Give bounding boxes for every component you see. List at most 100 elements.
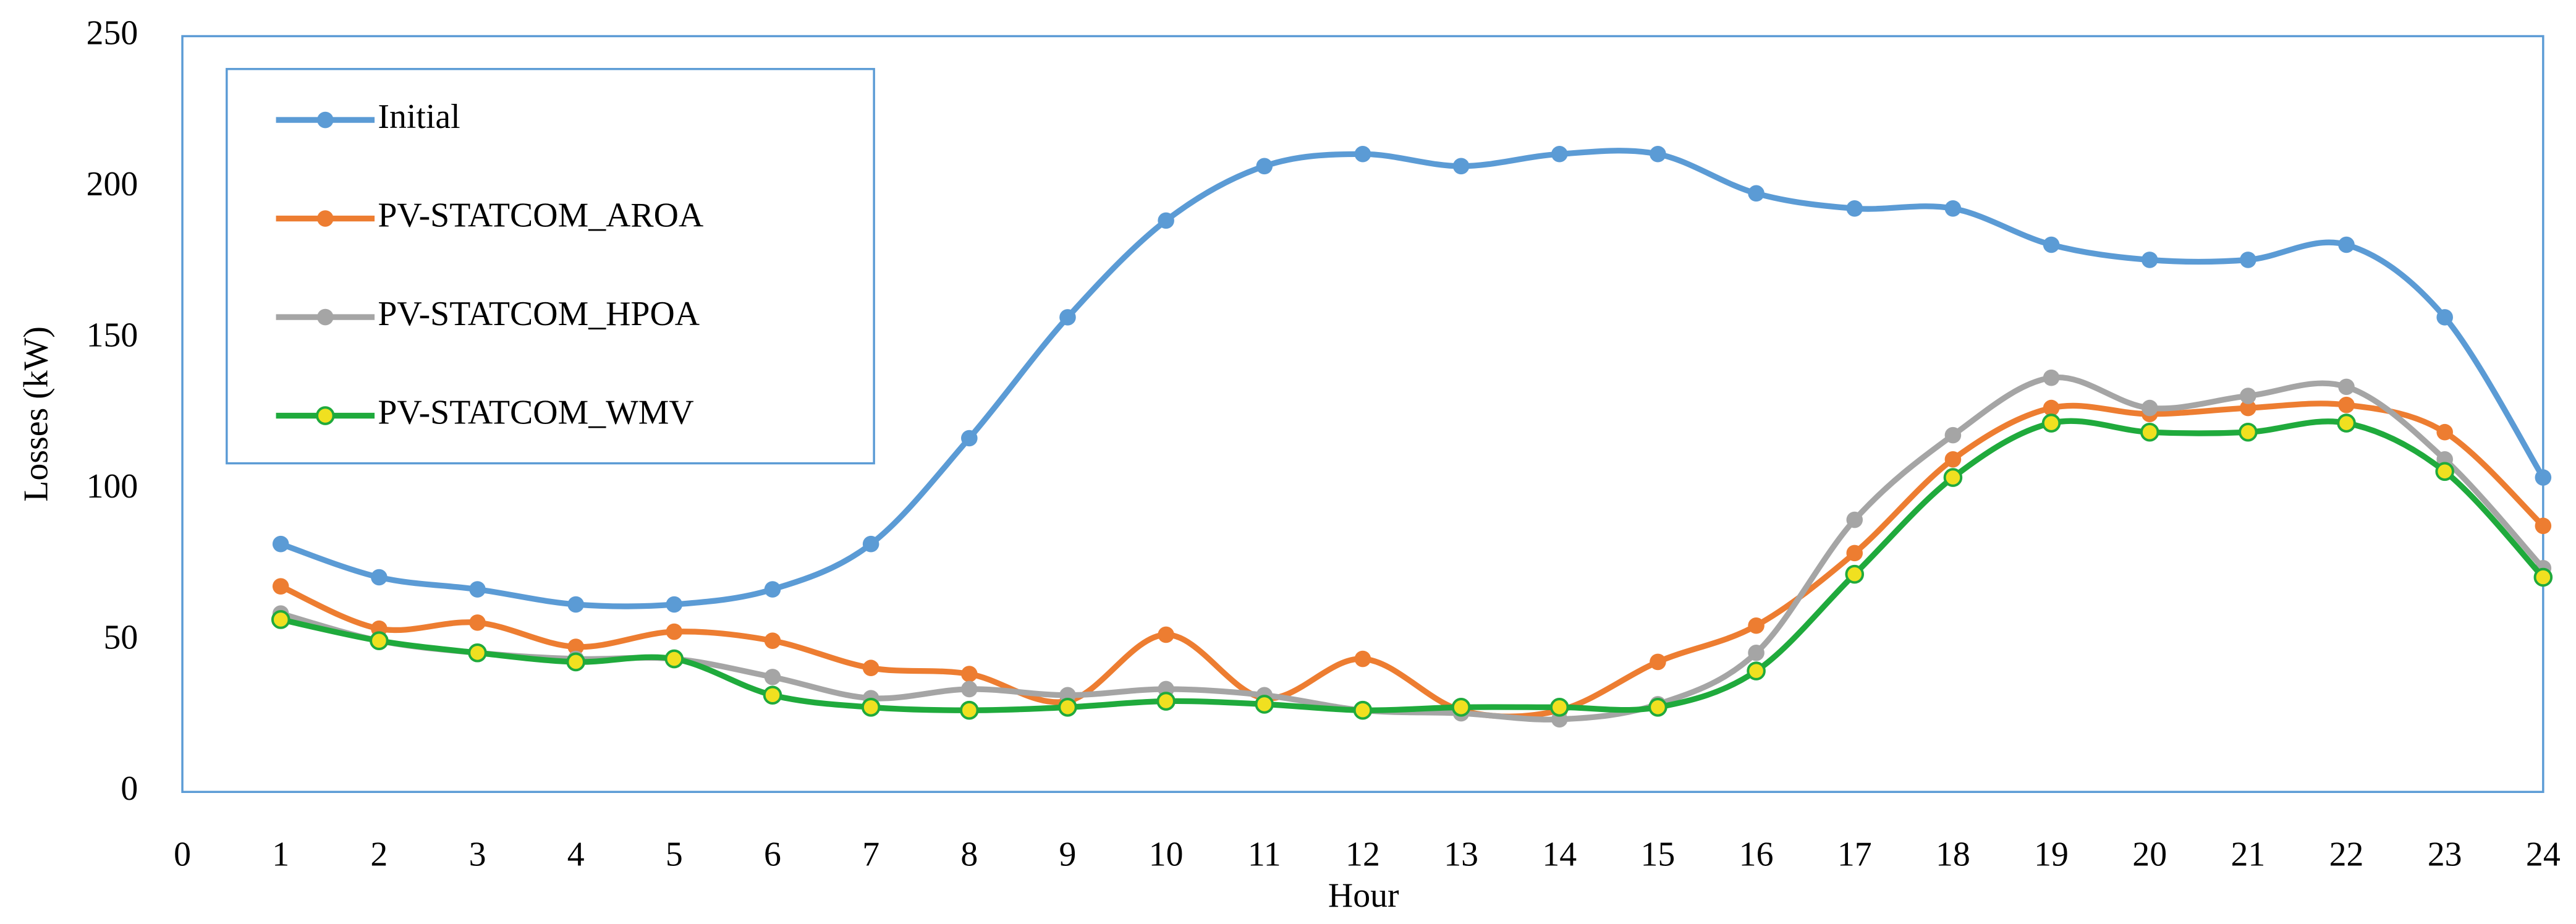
x-tick-label: 0 — [174, 835, 191, 873]
data-point — [2338, 378, 2355, 396]
plot-frame — [181, 35, 2544, 793]
x-axis-label: Hour — [1328, 876, 1399, 915]
x-tick-label: 15 — [1641, 835, 1676, 873]
x-tick-label: 21 — [2231, 835, 2265, 873]
data-point — [567, 638, 584, 655]
data-point — [2140, 422, 2159, 442]
y-tick-label: 150 — [87, 316, 138, 354]
data-point — [2240, 399, 2256, 417]
data-point — [370, 631, 389, 650]
legend-box — [226, 67, 875, 465]
data-point — [2141, 252, 2158, 268]
data-point — [2240, 252, 2256, 268]
x-tick-label: 16 — [1739, 835, 1774, 873]
y-axis-label: Losses (kW) — [17, 326, 56, 502]
data-point — [1748, 185, 1765, 202]
data-point — [1944, 200, 1962, 217]
data-point — [1354, 145, 1371, 163]
data-point — [763, 685, 782, 705]
legend-label: PV-STATCOM_AROA — [378, 196, 703, 234]
data-point — [1549, 698, 1569, 717]
data-point — [1158, 626, 1174, 643]
data-point — [2239, 422, 2258, 442]
data-point — [1748, 644, 1765, 661]
data-point — [1846, 511, 1863, 528]
data-point — [764, 581, 781, 598]
data-point — [2535, 517, 2552, 535]
x-tick-label: 20 — [2132, 835, 2167, 873]
x-tick-label: 22 — [2329, 835, 2364, 873]
data-point — [862, 535, 879, 553]
data-point — [1156, 692, 1176, 711]
data-point — [271, 610, 290, 629]
data-point — [2141, 399, 2158, 417]
data-point — [961, 430, 978, 447]
data-point — [666, 596, 683, 613]
x-tick-label: 8 — [960, 835, 978, 873]
data-point — [1846, 200, 1863, 217]
x-tick-label: 12 — [1345, 835, 1380, 873]
x-tick-label: 10 — [1149, 835, 1184, 873]
y-tick-label: 250 — [87, 14, 138, 52]
legend-label: PV-STATCOM_HPOA — [378, 295, 700, 333]
data-point — [1748, 617, 1765, 634]
legend-marker — [317, 210, 334, 227]
data-point — [1058, 698, 1077, 717]
y-tick-label: 100 — [87, 467, 138, 506]
data-point — [1354, 650, 1371, 668]
data-point — [666, 623, 683, 640]
data-point — [1944, 426, 1962, 444]
series-line — [280, 418, 2546, 713]
data-point — [272, 578, 289, 595]
x-tick-label: 5 — [666, 835, 683, 873]
x-tick-label: 13 — [1444, 835, 1478, 873]
data-point — [371, 569, 388, 586]
data-point — [2338, 236, 2355, 253]
data-point — [1846, 545, 1863, 562]
data-point — [469, 614, 486, 631]
data-point — [2535, 469, 2552, 486]
x-tick-label: 6 — [764, 835, 781, 873]
data-point — [567, 596, 584, 613]
data-point — [2043, 236, 2060, 253]
legend-label: PV-STATCOM_WMV — [378, 393, 693, 431]
data-point — [961, 666, 978, 682]
data-point — [2338, 396, 2355, 413]
data-point — [1059, 309, 1076, 326]
data-point — [2436, 309, 2453, 326]
y-tick-label: 200 — [87, 165, 138, 203]
data-point — [1451, 698, 1471, 717]
x-tick-label: 3 — [469, 835, 486, 873]
data-point — [1648, 698, 1667, 717]
data-point — [1650, 145, 1666, 163]
data-point — [664, 649, 684, 669]
data-point — [2240, 388, 2256, 404]
data-point — [2337, 413, 2356, 433]
data-point — [1256, 158, 1273, 175]
x-tick-label: 18 — [1936, 835, 1970, 873]
data-point — [2436, 423, 2453, 441]
data-point — [764, 632, 781, 649]
data-point — [1943, 468, 1963, 487]
data-point — [1353, 700, 1373, 720]
data-point — [2435, 462, 2454, 481]
data-point — [1845, 564, 1865, 584]
y-tick-label: 0 — [121, 769, 138, 808]
x-tick-label: 7 — [862, 835, 879, 873]
data-point — [1650, 653, 1666, 671]
data-point — [272, 535, 289, 553]
data-point — [1551, 145, 1568, 163]
data-point — [2533, 567, 2553, 587]
data-point — [1255, 695, 1274, 714]
data-point — [468, 643, 487, 663]
x-tick-label: 2 — [370, 835, 388, 873]
legend-marker — [317, 111, 334, 129]
data-point — [1452, 158, 1470, 175]
x-tick-label: 11 — [1248, 835, 1281, 873]
x-tick-label: 19 — [2034, 835, 2069, 873]
data-point — [961, 680, 978, 698]
x-tick-label: 23 — [2428, 835, 2462, 873]
x-tick-label: 17 — [1837, 835, 1872, 873]
x-tick-label: 24 — [2526, 835, 2561, 873]
y-tick-label: 50 — [103, 619, 138, 657]
